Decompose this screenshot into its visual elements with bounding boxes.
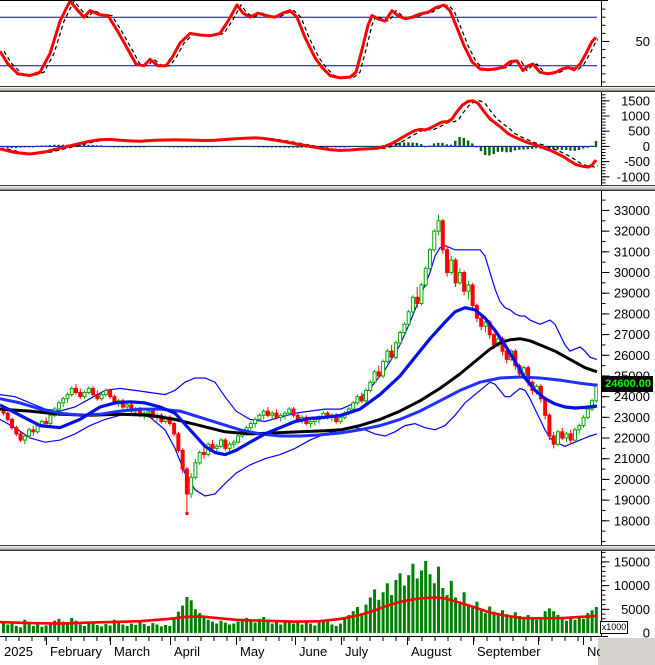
svg-text:March: March	[114, 644, 150, 659]
svg-text:5000: 5000	[621, 602, 650, 617]
price-panel-scale: 33000 32000 31000 30000 29000 28000 27000 26000…	[601, 191, 650, 545]
svg-text:20000: 20000	[614, 472, 650, 487]
svg-text:29000: 29000	[614, 286, 650, 301]
svg-text:19000: 19000	[614, 493, 650, 508]
corner-fill	[598, 638, 655, 665]
volume-panel-scale: 15000 10000 5000 0	[601, 551, 650, 641]
stochastic-oscillator-scale: 50	[601, 1, 650, 86]
svg-text:31000: 31000	[614, 244, 650, 259]
svg-text:27000: 27000	[614, 327, 650, 342]
svg-text:32000: 32000	[614, 224, 650, 239]
volume-unit-label: x1000	[600, 621, 628, 634]
date-axis: 2025 February March April May June July August S…	[4, 637, 648, 659]
svg-text:30000: 30000	[614, 265, 650, 280]
svg-text:33000: 33000	[614, 203, 650, 218]
panel-splitter-2[interactable]	[0, 185, 655, 191]
volume-panel	[0, 560, 598, 634]
svg-text:28000: 28000	[614, 306, 650, 321]
svg-text:November: November	[587, 644, 648, 659]
price-panel	[0, 214, 598, 516]
svg-text:10000: 10000	[614, 578, 650, 593]
macd-indicator	[0, 99, 598, 169]
svg-text:1000: 1000	[621, 109, 650, 124]
svg-text:April: April	[174, 644, 200, 659]
panel-splitter-1[interactable]	[0, 86, 655, 92]
svg-text:-500: -500	[624, 154, 650, 169]
svg-text:July: July	[345, 644, 369, 659]
stochastic-oscillator	[0, 1, 598, 80]
svg-text:1500: 1500	[621, 93, 650, 108]
svg-text:June: June	[299, 644, 327, 659]
last-price-tag: 24600.00	[601, 376, 653, 392]
svg-text:24000: 24000	[614, 389, 650, 404]
svg-text:February: February	[50, 644, 103, 659]
svg-text:50: 50	[636, 34, 650, 49]
panel-splitter-3[interactable]	[0, 545, 655, 551]
svg-text:0: 0	[643, 626, 650, 641]
svg-text:23000: 23000	[614, 410, 650, 425]
svg-text:15000: 15000	[614, 554, 650, 569]
svg-text:-1000: -1000	[617, 169, 650, 184]
svg-text:September: September	[477, 644, 541, 659]
svg-text:2025: 2025	[4, 644, 33, 659]
svg-text:May: May	[240, 644, 265, 659]
svg-text:26000: 26000	[614, 348, 650, 363]
svg-text:22000: 22000	[614, 431, 650, 446]
svg-text:21000: 21000	[614, 451, 650, 466]
svg-text:August: August	[411, 644, 452, 659]
svg-text:500: 500	[628, 124, 650, 139]
svg-text:18000: 18000	[614, 513, 650, 528]
svg-text:0: 0	[643, 139, 650, 154]
